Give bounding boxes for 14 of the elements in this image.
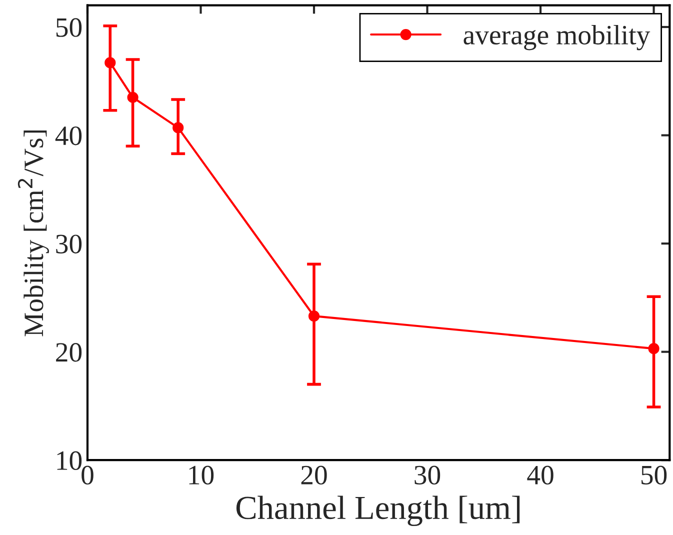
x-tick-label: 30: [414, 466, 440, 485]
x-tick-label: 40: [527, 466, 554, 485]
x-tick-label: 50: [642, 466, 667, 485]
y-tick-label: 50: [56, 18, 82, 37]
y-tick-label: 20: [56, 342, 82, 362]
y-tick-label: 30: [56, 234, 82, 254]
x-tick-label: 20: [301, 466, 327, 485]
y-axis-title: Mobility [cm$^{2}$/Vs]: [18, 130, 49, 336]
y-tick-label: 40: [55, 126, 82, 146]
legend-label: average mobility: [464, 24, 650, 50]
x-axis-title: Channel Length [um]: [236, 496, 520, 526]
x-tick-label: 0: [82, 466, 94, 485]
y-tick-label: 10: [57, 451, 82, 470]
x-tick-label: 10: [189, 466, 214, 485]
